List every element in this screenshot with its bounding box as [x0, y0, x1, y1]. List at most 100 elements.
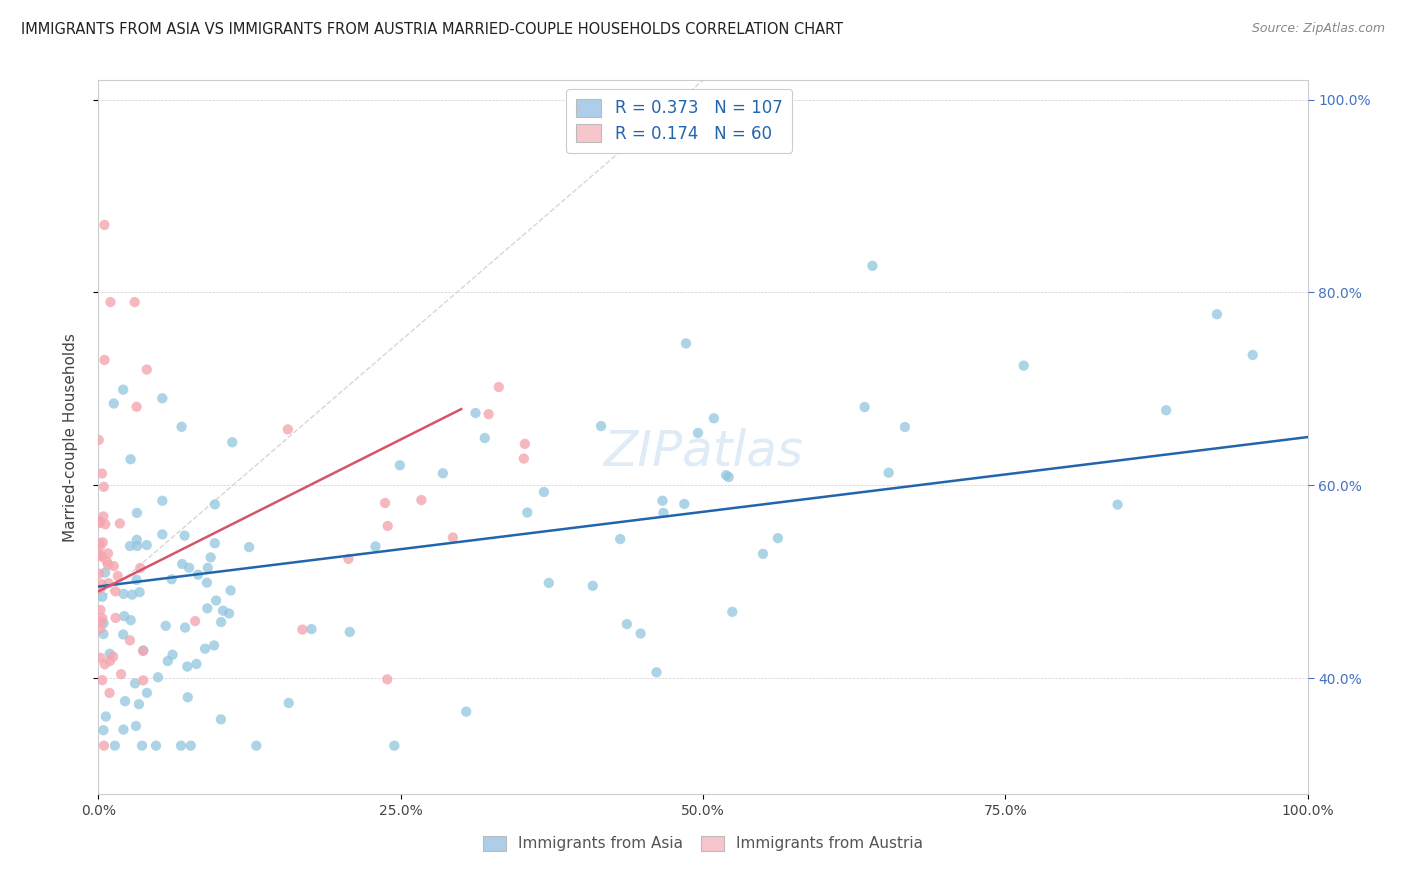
Point — [118, 539, 141, 553]
Point — [388, 458, 411, 473]
Point — [411, 493, 433, 508]
Point — [609, 532, 631, 546]
Point — [1241, 348, 1264, 362]
Point — [112, 627, 135, 641]
Point — [132, 644, 155, 658]
Point — [630, 626, 652, 640]
Point — [382, 739, 405, 753]
Point — [219, 583, 242, 598]
Point — [135, 362, 157, 376]
Point — [202, 639, 225, 653]
Point — [862, 259, 884, 273]
Point — [135, 538, 157, 552]
Point — [339, 624, 361, 639]
Point — [87, 433, 110, 447]
Point — [91, 467, 114, 481]
Point — [200, 550, 222, 565]
Point — [87, 547, 110, 561]
Point — [97, 558, 120, 572]
Text: ZIPatlas: ZIPatlas — [603, 427, 803, 475]
Point — [474, 431, 496, 445]
Point — [1107, 498, 1129, 512]
Point — [128, 697, 150, 711]
Point — [238, 540, 260, 554]
Point — [714, 468, 737, 483]
Point — [162, 648, 184, 662]
Point — [218, 607, 240, 621]
Point — [172, 557, 194, 571]
Point — [456, 705, 478, 719]
Point — [89, 514, 111, 528]
Point — [124, 676, 146, 690]
Point — [89, 650, 111, 665]
Point — [177, 690, 200, 705]
Point — [364, 540, 387, 554]
Point — [118, 633, 141, 648]
Point — [89, 549, 111, 563]
Point — [103, 396, 125, 410]
Point — [89, 622, 111, 636]
Point — [90, 549, 112, 564]
Point — [104, 584, 127, 599]
Point — [87, 536, 110, 550]
Point — [96, 555, 118, 569]
Point — [170, 739, 193, 753]
Point — [136, 686, 159, 700]
Point — [752, 547, 775, 561]
Point — [97, 546, 120, 560]
Point — [91, 590, 114, 604]
Point — [652, 506, 675, 520]
Point — [173, 528, 195, 542]
Point — [125, 573, 148, 587]
Point — [132, 643, 155, 657]
Point — [103, 649, 125, 664]
Point — [125, 533, 148, 547]
Point — [94, 657, 117, 672]
Point — [180, 739, 202, 753]
Point — [155, 619, 177, 633]
Point — [205, 593, 228, 607]
Point — [150, 527, 173, 541]
Point — [645, 665, 668, 680]
Point — [131, 739, 153, 753]
Point — [187, 567, 209, 582]
Point — [112, 587, 135, 601]
Point — [651, 493, 673, 508]
Point — [478, 407, 501, 421]
Point — [93, 723, 115, 738]
Point — [1012, 359, 1035, 373]
Point — [197, 561, 219, 575]
Text: IMMIGRANTS FROM ASIA VS IMMIGRANTS FROM AUSTRIA MARRIED-COUPLE HOUSEHOLDS CORREL: IMMIGRANTS FROM ASIA VS IMMIGRANTS FROM … — [21, 22, 844, 37]
Point — [432, 467, 454, 481]
Point — [204, 497, 226, 511]
Point — [89, 540, 111, 554]
Point — [93, 627, 115, 641]
Point — [91, 611, 114, 625]
Point — [291, 623, 314, 637]
Point — [877, 466, 900, 480]
Point — [195, 575, 218, 590]
Point — [90, 577, 112, 591]
Point — [582, 579, 605, 593]
Point — [160, 572, 183, 586]
Point — [132, 673, 155, 688]
Point — [221, 435, 243, 450]
Point — [516, 506, 538, 520]
Point — [127, 539, 149, 553]
Point — [94, 566, 117, 580]
Y-axis label: Married-couple Households: Married-couple Households — [63, 333, 77, 541]
Point — [121, 588, 143, 602]
Legend: Immigrants from Asia, Immigrants from Austria: Immigrants from Asia, Immigrants from Au… — [477, 830, 929, 857]
Point — [212, 604, 235, 618]
Point — [93, 616, 115, 631]
Point — [98, 647, 121, 661]
Point — [112, 609, 135, 624]
Point — [108, 516, 131, 531]
Point — [89, 516, 111, 530]
Point — [91, 535, 114, 549]
Point — [124, 295, 146, 310]
Point — [90, 615, 112, 629]
Point — [177, 560, 200, 574]
Point — [150, 493, 173, 508]
Point — [145, 739, 167, 753]
